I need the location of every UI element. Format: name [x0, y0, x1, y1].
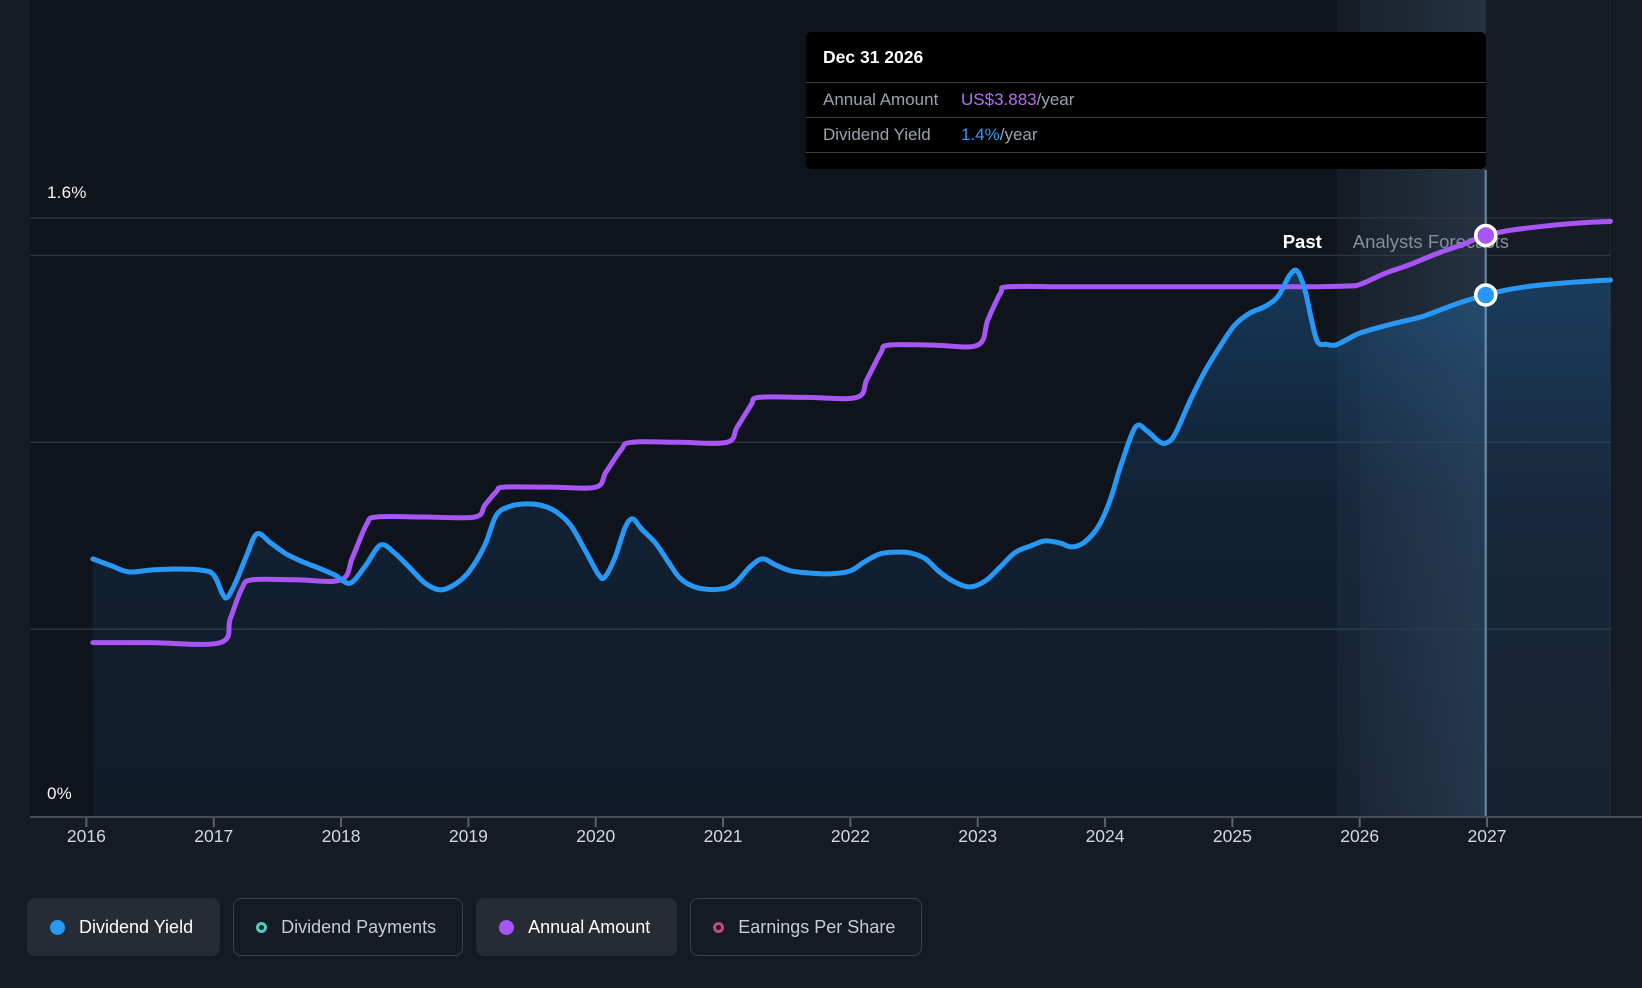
- legend-annual-amount[interactable]: Annual Amount: [476, 898, 678, 956]
- tooltip-row-dividend-yield: Dividend Yield 1.4% /year: [806, 117, 1486, 152]
- legend-dividend-yield[interactable]: Dividend Yield: [27, 898, 221, 956]
- tooltip-annual-amount-value: US$3.883: [961, 90, 1037, 109]
- x-tick-label-2020: 2020: [576, 826, 616, 846]
- x-tick-label-2016: 2016: [66, 826, 106, 846]
- x-tick-label-2025: 2025: [1212, 826, 1252, 846]
- legend-annual-amount-label: Annual Amount: [528, 916, 651, 937]
- legend-earnings-per-share[interactable]: Earnings Per Share: [690, 898, 923, 956]
- x-tick-label-2019: 2019: [448, 826, 488, 846]
- x-tick-label-2021: 2021: [703, 826, 743, 846]
- annual-amount-dot-icon: [499, 919, 515, 935]
- tooltip-dividend-yield-value: 1.4%: [961, 125, 1000, 144]
- analysts-forecasts-label: Analysts Forecasts: [1353, 231, 1509, 252]
- x-tick-label-2017: 2017: [194, 826, 234, 846]
- tooltip-date: Dec 31 2026: [823, 46, 924, 67]
- legend-dividend-yield-label: Dividend Yield: [79, 916, 194, 937]
- x-tick-label-2023: 2023: [958, 826, 998, 846]
- dividend-payments-ring-icon: [256, 921, 268, 933]
- tooltip-annual-amount-label: Annual Amount: [823, 90, 939, 109]
- legend-dividend-payments[interactable]: Dividend Payments: [233, 898, 464, 956]
- past-label: Past: [1283, 231, 1322, 252]
- x-tick-label-2024: 2024: [1085, 826, 1125, 846]
- legend-dividend-payments-label: Dividend Payments: [281, 916, 437, 937]
- x-tick-label-2027: 2027: [1467, 826, 1507, 846]
- legend-earnings-per-share-label: Earnings Per Share: [738, 916, 896, 937]
- annual-amount-line: [90, 218, 1613, 647]
- earnings-per-share-ring-icon: [713, 921, 725, 933]
- x-tick-label-2022: 2022: [830, 826, 870, 846]
- tooltip-row-annual-amount: Annual Amount US$3.883 /year: [806, 82, 1486, 117]
- chart-legend: Dividend Yield Dividend Payments Annual …: [27, 898, 923, 956]
- x-tick-label-2018: 2018: [321, 826, 361, 846]
- dividend-yield-dot-icon: [50, 919, 65, 935]
- hover-marker-amount: [1474, 223, 1498, 248]
- tooltip-dividend-yield-label: Dividend Yield: [823, 125, 931, 144]
- dividend-yield-area: [92, 270, 1611, 816]
- dividend-yield-line: [90, 267, 1613, 601]
- x-tick-label-2026: 2026: [1340, 826, 1380, 846]
- hover-marker-yield: [1474, 283, 1498, 307]
- y-axis-zero-label: 0%: [47, 784, 72, 803]
- y-axis-max-label: 1.6%: [47, 183, 87, 202]
- tooltip-bottom-padding: [806, 152, 1486, 169]
- tooltip-dividend-yield-suffix: /year: [999, 125, 1038, 144]
- chart-tooltip: Dec 31 2026 Annual Amount US$3.883 /year…: [806, 32, 1486, 169]
- tooltip-annual-amount-suffix: /year: [1036, 90, 1075, 109]
